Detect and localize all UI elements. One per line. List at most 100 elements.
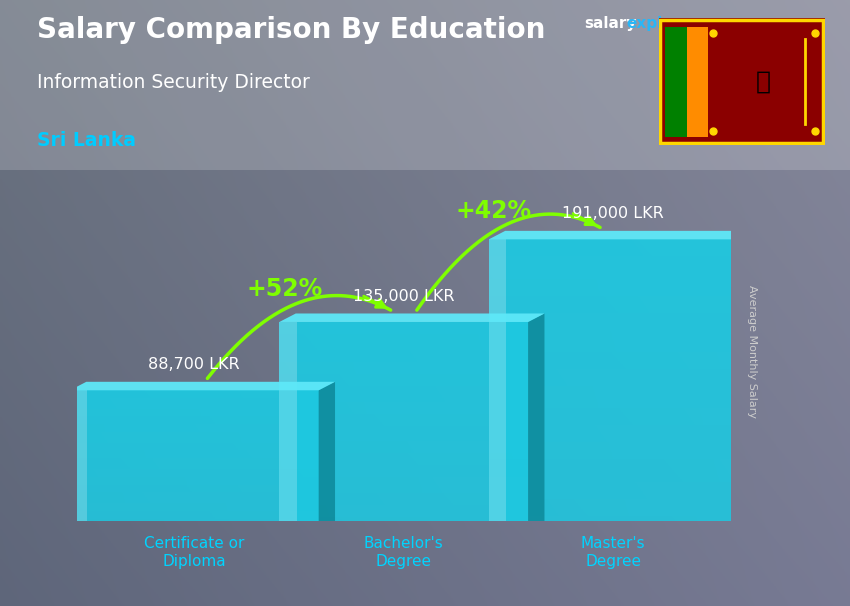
Polygon shape <box>70 406 319 408</box>
Polygon shape <box>489 239 738 245</box>
Polygon shape <box>70 390 88 521</box>
Polygon shape <box>70 448 319 450</box>
Text: .com: .com <box>719 16 760 32</box>
Polygon shape <box>280 354 528 358</box>
Polygon shape <box>280 346 528 350</box>
Polygon shape <box>280 338 528 342</box>
Polygon shape <box>70 390 319 393</box>
Polygon shape <box>70 519 319 521</box>
Polygon shape <box>280 489 528 493</box>
Polygon shape <box>489 256 738 262</box>
Polygon shape <box>280 465 528 470</box>
Polygon shape <box>280 405 528 410</box>
Polygon shape <box>70 393 319 396</box>
Polygon shape <box>280 370 528 374</box>
Polygon shape <box>280 433 528 438</box>
Polygon shape <box>280 438 528 442</box>
Polygon shape <box>489 375 738 380</box>
Polygon shape <box>489 465 738 470</box>
Text: 🦁: 🦁 <box>756 70 771 94</box>
Polygon shape <box>280 398 528 402</box>
Polygon shape <box>489 347 738 352</box>
Polygon shape <box>489 290 738 296</box>
Polygon shape <box>70 487 319 490</box>
Bar <box>666 27 687 137</box>
Bar <box>708 27 818 137</box>
Polygon shape <box>70 442 319 445</box>
Polygon shape <box>280 481 528 485</box>
Polygon shape <box>70 492 319 495</box>
Polygon shape <box>280 402 528 405</box>
Polygon shape <box>280 390 528 394</box>
Polygon shape <box>280 342 528 346</box>
Polygon shape <box>280 493 528 498</box>
Polygon shape <box>70 424 319 427</box>
Polygon shape <box>70 416 319 419</box>
Polygon shape <box>489 296 738 301</box>
Polygon shape <box>280 478 528 481</box>
Polygon shape <box>489 420 738 425</box>
Polygon shape <box>70 453 319 456</box>
Polygon shape <box>70 477 319 479</box>
Text: Salary Comparison By Education: Salary Comparison By Education <box>37 16 546 44</box>
Polygon shape <box>489 504 738 510</box>
Text: +52%: +52% <box>246 276 322 301</box>
Polygon shape <box>489 386 738 391</box>
Polygon shape <box>489 231 754 239</box>
Polygon shape <box>280 322 297 521</box>
Polygon shape <box>70 505 319 508</box>
Polygon shape <box>489 284 738 290</box>
Polygon shape <box>280 442 528 445</box>
Text: Bachelor's
Degree: Bachelor's Degree <box>364 536 444 569</box>
Polygon shape <box>70 438 319 440</box>
Polygon shape <box>280 498 528 501</box>
Text: 135,000 LKR: 135,000 LKR <box>353 289 455 304</box>
Polygon shape <box>738 231 754 521</box>
Polygon shape <box>280 358 528 362</box>
Polygon shape <box>70 435 319 438</box>
Polygon shape <box>280 461 528 465</box>
Polygon shape <box>489 301 738 307</box>
Polygon shape <box>489 436 738 442</box>
Polygon shape <box>489 516 738 521</box>
Polygon shape <box>70 456 319 458</box>
Polygon shape <box>70 398 319 401</box>
Polygon shape <box>280 501 528 505</box>
Polygon shape <box>280 350 528 354</box>
Polygon shape <box>70 450 319 453</box>
Polygon shape <box>489 273 738 279</box>
Polygon shape <box>70 408 319 411</box>
Polygon shape <box>70 432 319 435</box>
Polygon shape <box>70 482 319 485</box>
Polygon shape <box>489 459 738 465</box>
Polygon shape <box>489 470 738 476</box>
Polygon shape <box>280 450 528 453</box>
Polygon shape <box>489 510 738 516</box>
Polygon shape <box>280 378 528 382</box>
Polygon shape <box>280 445 528 450</box>
Polygon shape <box>319 382 335 521</box>
Polygon shape <box>70 500 319 503</box>
Polygon shape <box>489 358 738 364</box>
Polygon shape <box>489 380 738 386</box>
Polygon shape <box>280 430 528 433</box>
Polygon shape <box>280 505 528 509</box>
Polygon shape <box>70 511 319 513</box>
Polygon shape <box>489 487 738 493</box>
Polygon shape <box>489 414 738 420</box>
Polygon shape <box>489 442 738 448</box>
Polygon shape <box>70 382 335 390</box>
Polygon shape <box>280 414 528 418</box>
Polygon shape <box>280 513 528 517</box>
Polygon shape <box>280 394 528 398</box>
Polygon shape <box>489 330 738 335</box>
Polygon shape <box>489 318 738 324</box>
Polygon shape <box>70 422 319 424</box>
Polygon shape <box>489 482 738 487</box>
Polygon shape <box>280 422 528 425</box>
Polygon shape <box>70 466 319 469</box>
Polygon shape <box>70 411 319 414</box>
Bar <box>687 27 708 137</box>
Polygon shape <box>70 430 319 432</box>
Polygon shape <box>70 474 319 477</box>
